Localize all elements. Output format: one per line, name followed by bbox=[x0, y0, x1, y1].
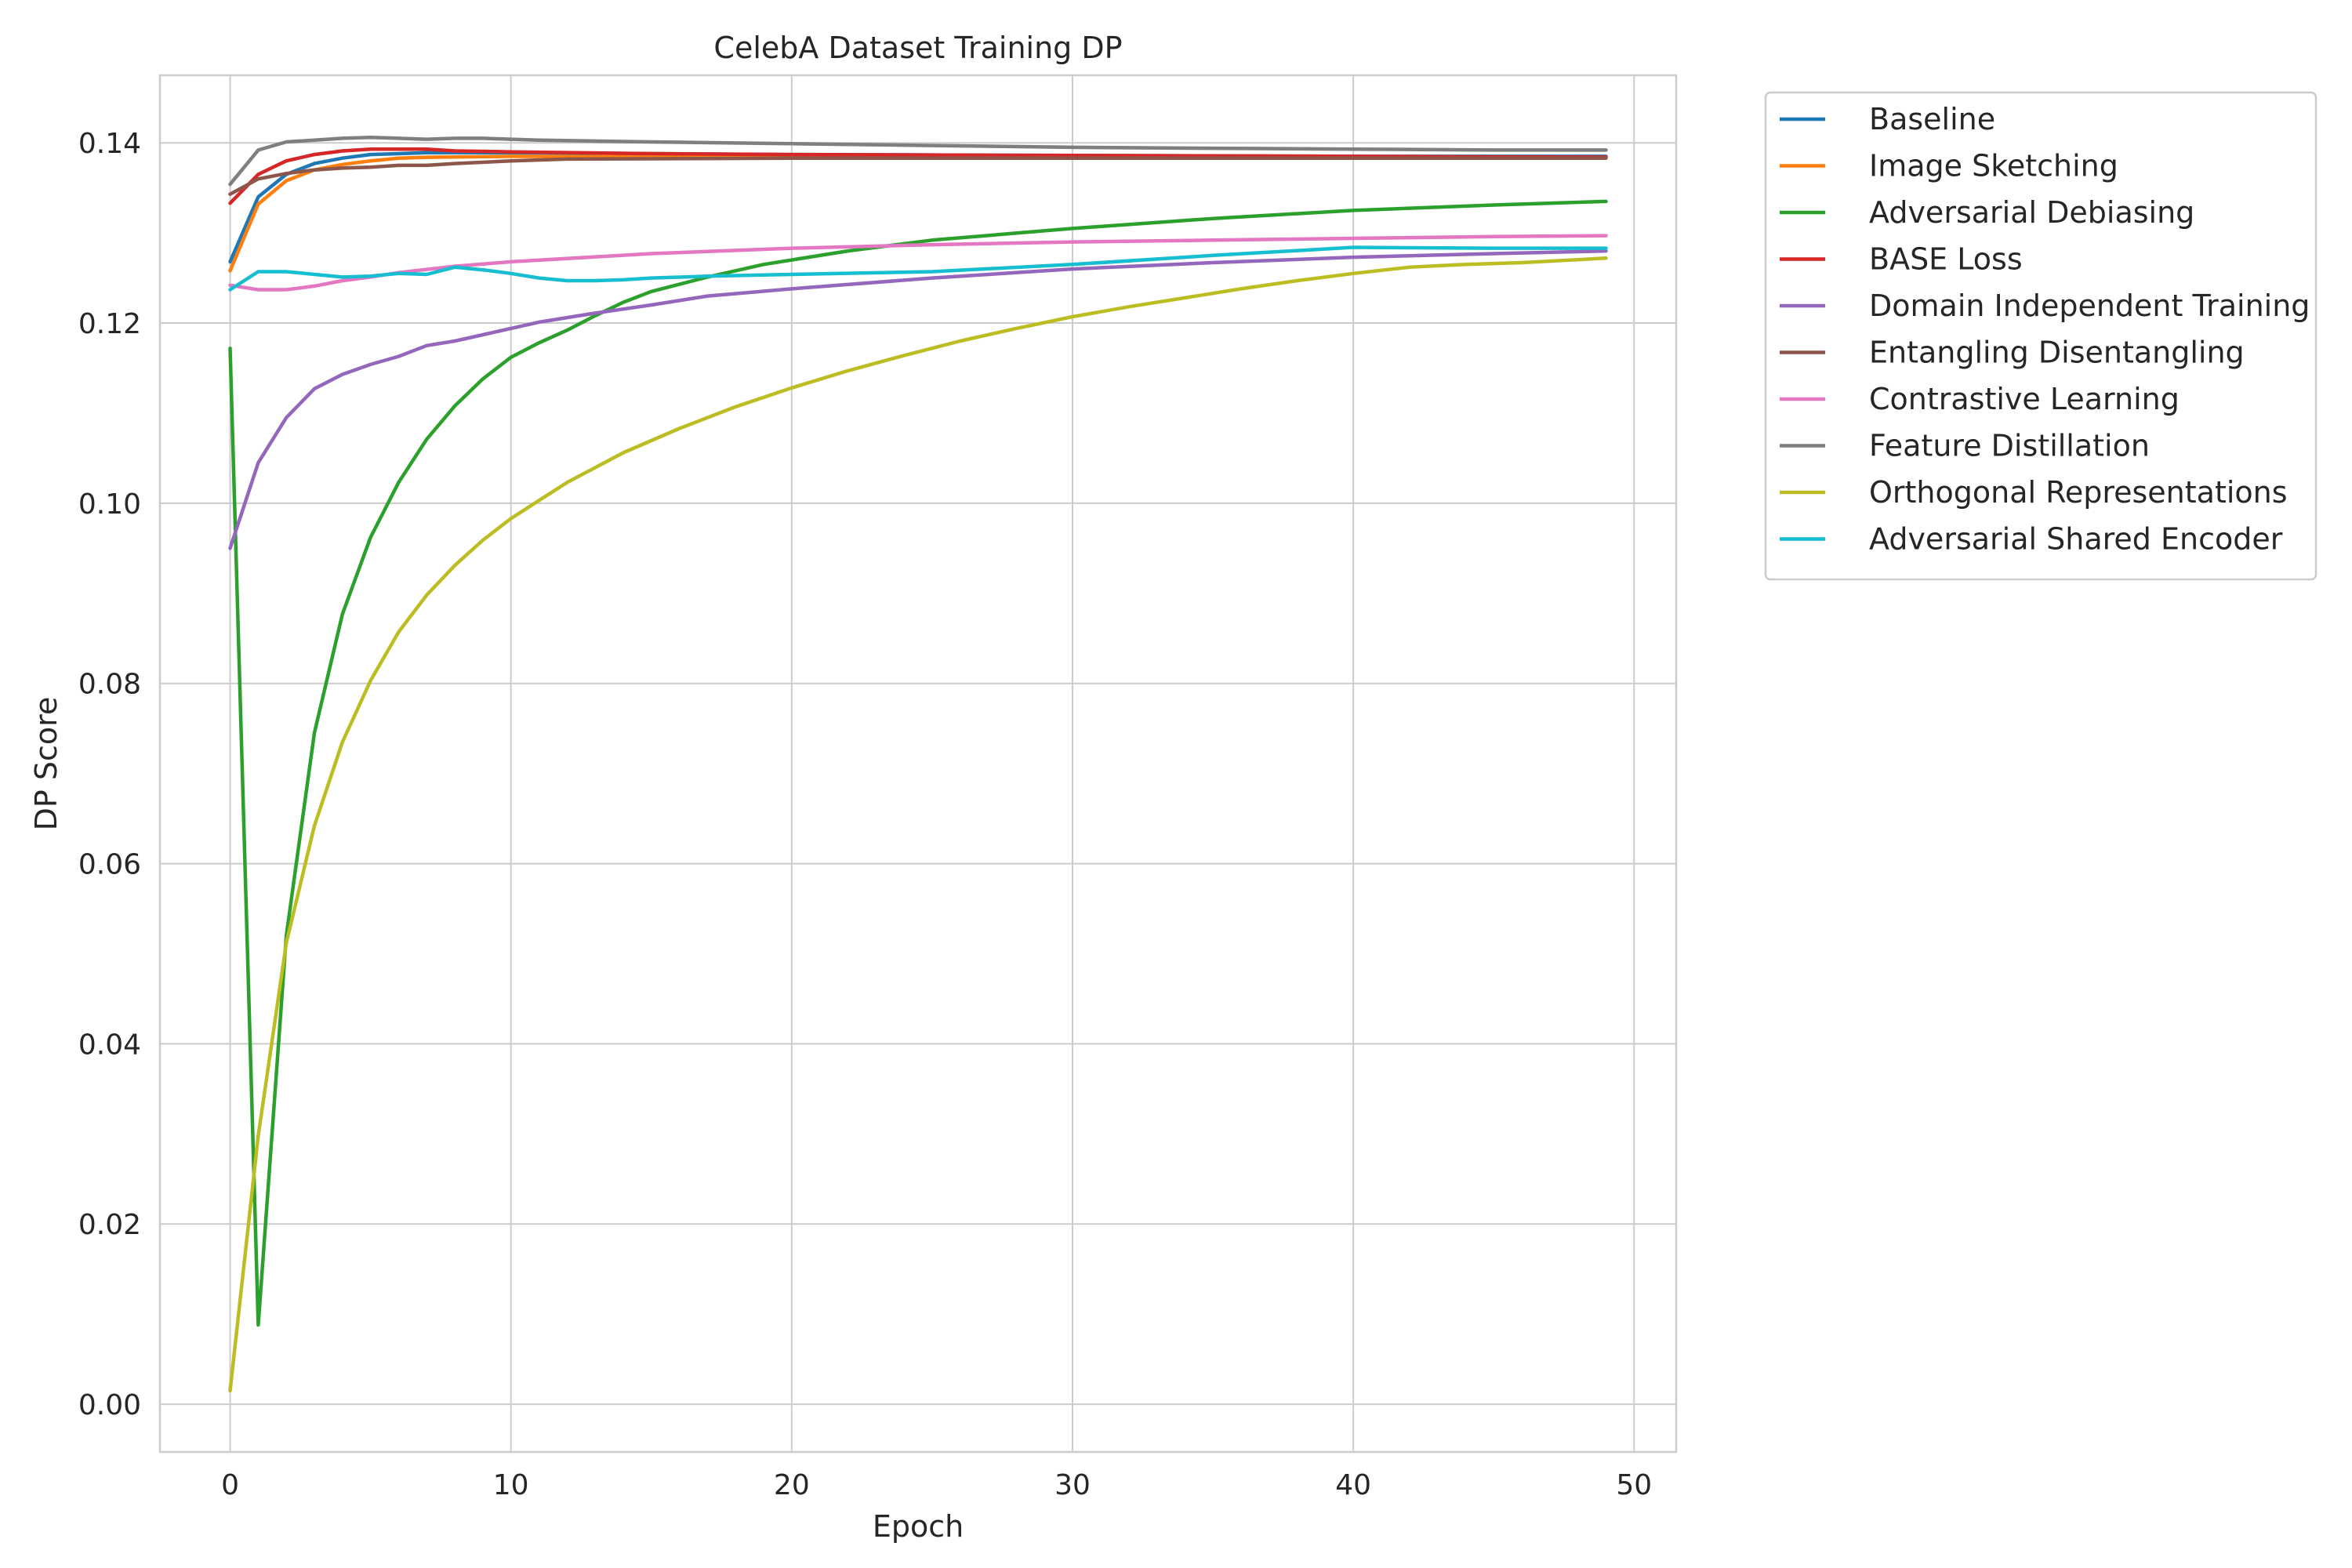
legend: Baseline Image Sketching Adversarial Debia… bbox=[1764, 91, 2318, 581]
legend-label-base-loss: BASE Loss bbox=[1869, 242, 2023, 277]
legend-label-contrastive-learning: Contrastive Learning bbox=[1869, 382, 2180, 416]
legend-box bbox=[1764, 91, 2318, 581]
y-tick-label: 0.06 bbox=[78, 849, 141, 881]
grid bbox=[160, 75, 1676, 1452]
legend-label-orthogonal-representations: Orthogonal Representations bbox=[1869, 475, 2288, 510]
series-line-feature-distillation bbox=[228, 136, 1608, 187]
series-line-contrastive-learning bbox=[228, 234, 1608, 292]
y-tick-label: 0.12 bbox=[78, 308, 141, 340]
legend-label-baseline: Baseline bbox=[1869, 102, 1995, 136]
x-axis-title: Epoch bbox=[873, 1509, 964, 1544]
legend-label-image-sketching: Image Sketching bbox=[1869, 149, 2118, 183]
series-line-entangling-disentangling bbox=[228, 156, 1608, 196]
series-line-base-loss bbox=[228, 147, 1608, 205]
x-tick-label: 50 bbox=[1616, 1469, 1652, 1501]
legend-label-domain-independent-training: Domain Independent Training bbox=[1869, 289, 2310, 323]
chart-title: CelebA Dataset Training DP bbox=[713, 31, 1122, 65]
y-tick-label: 0.02 bbox=[78, 1209, 141, 1241]
series-line-adversarial-debiasing bbox=[228, 199, 1608, 1327]
plot-frame bbox=[158, 74, 1678, 1454]
series-lines bbox=[228, 136, 1608, 1393]
x-axis-ticks: 0 10 20 30 40 50 bbox=[221, 1469, 1652, 1501]
y-tick-label: 0.00 bbox=[78, 1389, 141, 1421]
legend-label-entangling-disentangling: Entangling Disentangling bbox=[1869, 336, 2245, 370]
x-tick-label: 0 bbox=[221, 1469, 239, 1501]
y-tick-label: 0.10 bbox=[78, 488, 141, 521]
legend-label-feature-distillation: Feature Distillation bbox=[1869, 429, 2150, 463]
y-tick-label: 0.04 bbox=[78, 1029, 141, 1061]
series-line-domain-independent-training bbox=[228, 249, 1608, 550]
y-tick-label: 0.08 bbox=[78, 669, 141, 701]
y-tick-label: 0.14 bbox=[78, 128, 141, 160]
legend-label-adversarial-debiasing: Adversarial Debiasing bbox=[1869, 195, 2194, 230]
y-axis-ticks: 0.00 0.02 0.04 0.06 0.08 0.10 0.12 0.14 bbox=[78, 128, 141, 1421]
x-tick-label: 30 bbox=[1054, 1469, 1091, 1501]
x-tick-label: 40 bbox=[1335, 1469, 1371, 1501]
series-line-orthogonal-representations bbox=[228, 256, 1608, 1393]
y-axis-title: DP Score bbox=[29, 697, 64, 831]
legend-label-adversarial-shared-encoder: Adversarial Shared Encoder bbox=[1869, 522, 2283, 557]
x-tick-label: 20 bbox=[774, 1469, 810, 1501]
series-line-image-sketching bbox=[228, 154, 1608, 273]
x-tick-label: 10 bbox=[493, 1469, 529, 1501]
series-line-adversarial-shared-encoder bbox=[228, 245, 1608, 292]
